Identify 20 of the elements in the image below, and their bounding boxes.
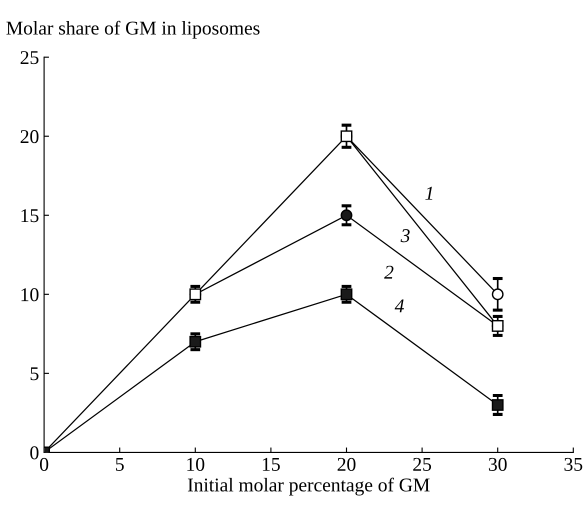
x-tick-label: 15: [262, 458, 280, 471]
series-label: 1: [425, 186, 432, 200]
x-tick-label: 25: [413, 458, 432, 471]
y-tick-label: 10: [22, 288, 38, 302]
x-tick-label: 35: [564, 458, 582, 471]
x-tick-label: 10: [187, 458, 204, 471]
x-axis-title: Initial molar percentage of GM: [188, 478, 430, 496]
x-tick-label: 30: [488, 458, 507, 471]
y-tick-label: 5: [30, 367, 38, 380]
series-label: 2: [384, 266, 394, 279]
x-tick-label: 5: [116, 458, 124, 471]
x-tick-label: 20: [338, 458, 356, 471]
x-tick-label: 0: [40, 458, 48, 471]
series-label: 4: [394, 299, 404, 312]
y-tick-label: 15: [22, 209, 38, 222]
series-label: 3: [400, 229, 410, 242]
y-tick-label: 25: [20, 51, 38, 64]
y-tick-label: 0: [30, 446, 38, 460]
y-tick-label: 20: [20, 130, 38, 144]
y-axis-title: Molar share of GM in liposomes: [6, 20, 260, 39]
